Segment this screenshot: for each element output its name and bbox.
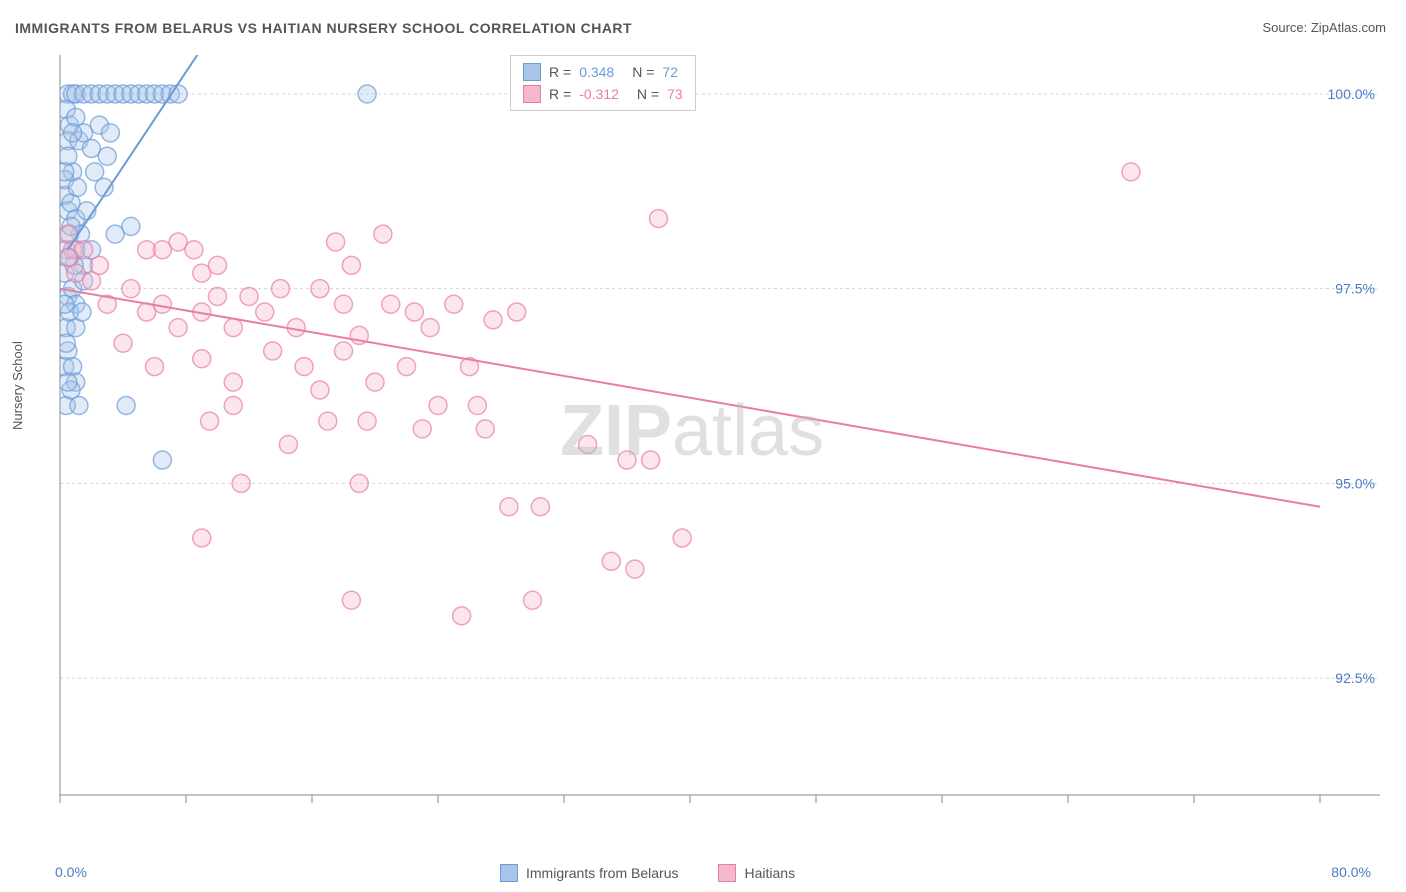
legend-swatch-belarus — [523, 63, 541, 81]
legend-n-label: N = — [632, 64, 654, 80]
legend-series: Immigrants from Belarus Haitians — [500, 864, 795, 882]
chart-source: Source: ZipAtlas.com — [1262, 20, 1386, 35]
svg-text:95.0%: 95.0% — [1335, 475, 1375, 491]
x-axis-min-label: 0.0% — [55, 864, 87, 880]
scatter-chart: 92.5% 95.0% 97.5% 100.0% — [50, 50, 1380, 820]
svg-text:92.5%: 92.5% — [1335, 670, 1375, 686]
legend-n-label: N = — [637, 86, 659, 102]
legend-swatch-haitians — [718, 864, 736, 882]
legend-correlation: R = 0.348 N = 72 R = -0.312 N = 73 — [510, 55, 696, 111]
legend-n-value-haitians: 73 — [667, 86, 683, 102]
legend-swatch-belarus — [500, 864, 518, 882]
svg-text:100.0%: 100.0% — [1328, 86, 1375, 102]
x-axis-max-label: 80.0% — [1331, 864, 1371, 880]
legend-n-value-belarus: 72 — [662, 64, 678, 80]
y-axis-label: Nursery School — [10, 341, 25, 430]
legend-label-belarus: Immigrants from Belarus — [526, 865, 678, 881]
legend-row-haitians: R = -0.312 N = 73 — [523, 83, 683, 105]
legend-label-haitians: Haitians — [744, 865, 795, 881]
svg-text:97.5%: 97.5% — [1335, 281, 1375, 297]
legend-item-haitians: Haitians — [718, 864, 795, 882]
chart-container: 92.5% 95.0% 97.5% 100.0% — [50, 50, 1380, 820]
legend-r-value-haitians: -0.312 — [579, 86, 619, 102]
legend-r-label: R = — [549, 64, 571, 80]
legend-item-belarus: Immigrants from Belarus — [500, 864, 678, 882]
legend-swatch-haitians — [523, 85, 541, 103]
chart-title: IMMIGRANTS FROM BELARUS VS HAITIAN NURSE… — [15, 20, 632, 36]
legend-r-value-belarus: 0.348 — [579, 64, 614, 80]
legend-r-label: R = — [549, 86, 571, 102]
legend-row-belarus: R = 0.348 N = 72 — [523, 61, 683, 83]
